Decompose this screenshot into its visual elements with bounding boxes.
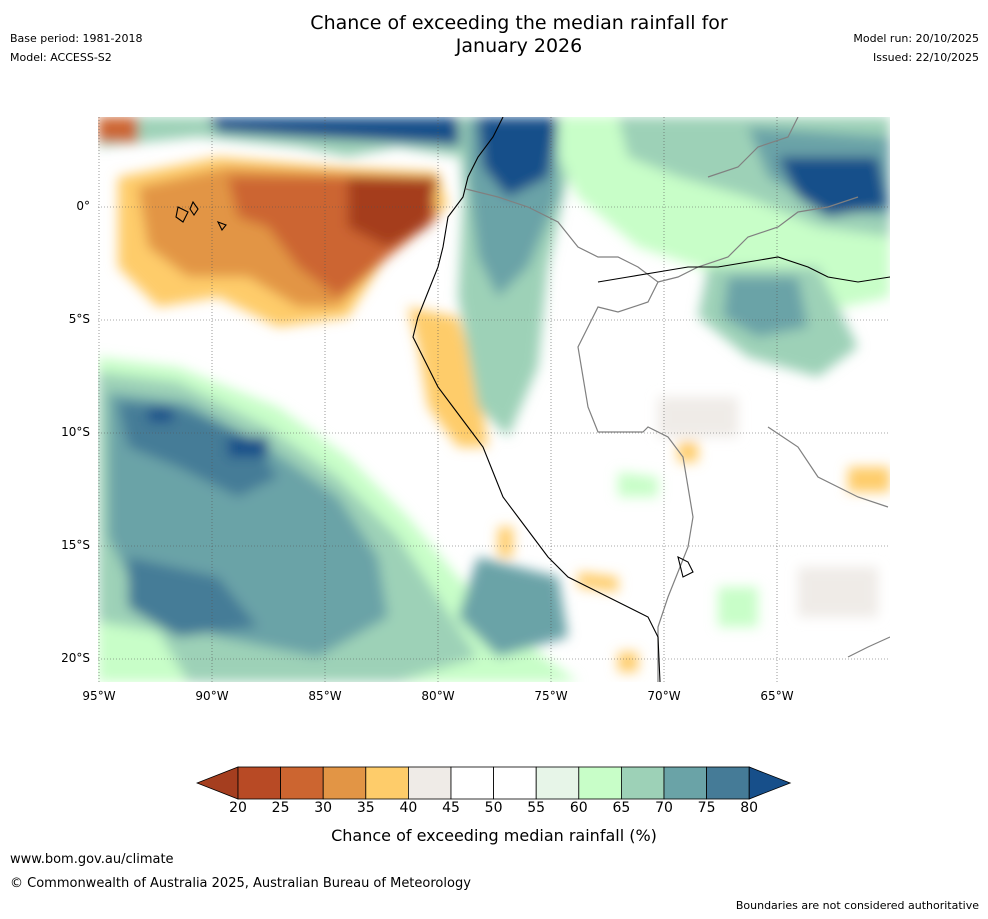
colorbar-cell-40: [407, 766, 452, 800]
colorbar-cell-35: [365, 766, 409, 800]
model-run-text: Model run: 20/10/2025: [853, 32, 979, 45]
issued-text: Issued: 22/10/2025: [872, 51, 979, 64]
colorbar-tick-65: 65: [612, 800, 631, 816]
lon-label-85w: 85°W: [308, 689, 342, 703]
colorbar-tick-25: 25: [271, 800, 290, 816]
colorbar-cell-45: [450, 766, 494, 800]
colorbar-tick-50: 50: [484, 800, 503, 816]
colorbar-tick-55: 55: [527, 800, 546, 816]
lon-label-95w: 95°W: [82, 689, 116, 703]
colorbar-cell-50: [493, 766, 537, 800]
title-line-1: Chance of exceeding the median rainfall …: [310, 12, 728, 34]
coastline: [175, 117, 890, 682]
colorbar-cell-20: [237, 766, 281, 800]
colorbar-cell-30: [322, 766, 367, 800]
website-text: www.bom.gov.au/climate: [10, 852, 174, 867]
rainfall-map: [98, 117, 890, 682]
colorbar-arrow-low: [196, 766, 239, 800]
colorbar-cell-65: [620, 766, 665, 800]
graticule: [98, 117, 890, 682]
colorbar-tick-35: 35: [356, 800, 375, 816]
country-borders: [465, 117, 890, 682]
colorbar-cell-55: [535, 766, 580, 800]
lat-label-10s: 10°S: [61, 425, 90, 439]
title-line-2: January 2026: [455, 35, 583, 57]
model-text: Model: ACCESS-S2: [10, 51, 112, 64]
lon-label-70w: 70°W: [647, 689, 681, 703]
colorbar-tick-60: 60: [569, 800, 588, 816]
lat-label-5s: 5°S: [68, 312, 90, 326]
colorbar-tick-40: 40: [399, 800, 418, 816]
lon-label-65w: 65°W: [760, 689, 794, 703]
colorbar-cell-60: [578, 766, 622, 800]
base-period-text: Base period: 1981-2018: [10, 32, 143, 45]
colorbar-cell-75: [706, 766, 750, 800]
page-title: Chance of exceeding the median rainfall …: [194, 12, 844, 58]
lon-label-90w: 90°W: [195, 689, 229, 703]
lat-label-20s: 20°S: [61, 651, 90, 665]
colorbar-cell-70: [663, 766, 707, 800]
probability-fields: [98, 117, 890, 682]
colorbar-cell-25: [280, 766, 324, 800]
colorbar-title: Chance of exceeding median rainfall (%): [331, 826, 657, 845]
colorbar-tick-30: 30: [314, 800, 333, 816]
disclaimer-text: Boundaries are not considered authoritat…: [735, 899, 979, 912]
lat-label-15s: 15°S: [61, 538, 90, 552]
lon-label-80w: 80°W: [421, 689, 455, 703]
colorbar-tick-70: 70: [655, 800, 673, 816]
copyright-text: © Commonwealth of Australia 2025, Austra…: [10, 876, 471, 891]
colorbar-tick-20: 20: [229, 800, 247, 816]
colorbar-tick-75: 75: [697, 800, 716, 816]
colorbar-arrow-high: [748, 766, 792, 800]
colorbar: [196, 766, 792, 800]
colorbar-tick-45: 45: [442, 800, 460, 816]
lat-label-0: 0°: [76, 199, 90, 213]
lon-label-75w: 75°W: [534, 689, 568, 703]
colorbar-tick-80: 80: [740, 800, 759, 816]
